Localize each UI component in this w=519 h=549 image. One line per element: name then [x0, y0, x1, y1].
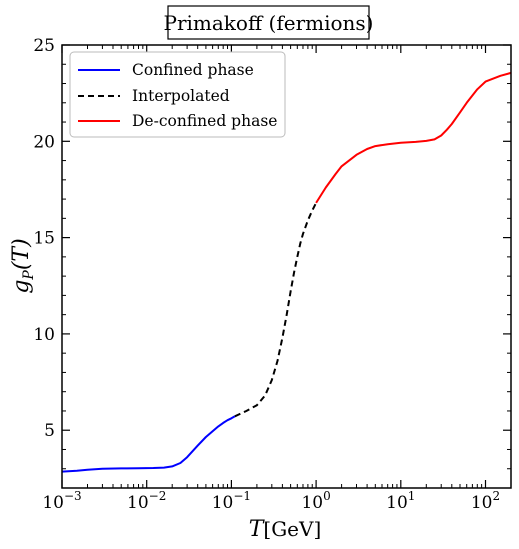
series-deconfined-phase: [315, 71, 512, 204]
series-interpolated: [234, 202, 317, 418]
x-axis-label-unit: [GeV]: [263, 517, 321, 541]
series-layer: [61, 71, 512, 473]
y-axis-label-variable: g: [9, 280, 34, 294]
legend-box: [69, 51, 286, 138]
x-tick-label: 10−3: [42, 489, 81, 513]
plot-frame: [61, 44, 512, 489]
x-axis-label: T[GeV]: [249, 517, 322, 542]
ticks-layer: 10−3 10−2 10−1 100 101 102 5 10 15 20 25: [33, 36, 512, 513]
x-tick-label: 100: [301, 489, 330, 513]
y-axis-label-subscript: P: [21, 270, 37, 281]
legend: Confined phase Interpolated De-confined …: [69, 51, 286, 138]
y-axis-label: gP(T): [9, 238, 37, 293]
y-axis-label-argument: (T): [9, 238, 34, 270]
legend-label-interpolated: Interpolated: [132, 87, 230, 105]
x-tick-label: 10−1: [212, 489, 251, 513]
x-axis-label-variable: T: [249, 517, 266, 542]
title-box: [167, 5, 370, 40]
legend-label-deconfined: De-confined phase: [132, 112, 277, 130]
legend-label-confined: Confined phase: [132, 61, 254, 79]
x-tick-label: 102: [471, 489, 500, 513]
y-tick-label: 5: [44, 421, 55, 441]
x-tick-label: 101: [386, 489, 415, 513]
series-confined-phase: [61, 415, 236, 473]
y-tick-label: 15: [33, 229, 55, 249]
chart-title: Primakoff (fermions): [164, 11, 374, 35]
y-tick-label: 25: [33, 36, 55, 56]
y-tick-label: 10: [33, 325, 55, 345]
y-tick-label: 20: [33, 132, 55, 152]
x-tick-label: 10−2: [127, 489, 166, 513]
